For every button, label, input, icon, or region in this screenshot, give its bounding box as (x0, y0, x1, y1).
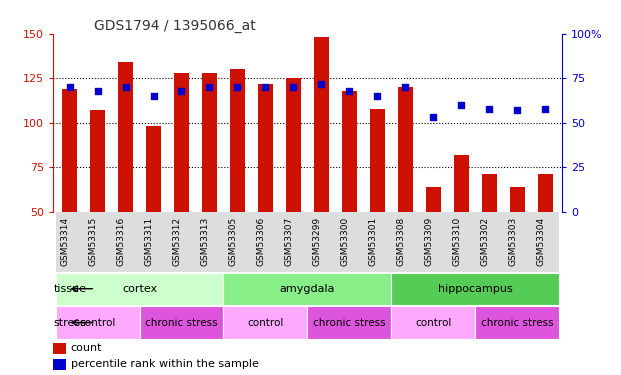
Text: GSM53304: GSM53304 (536, 217, 545, 266)
Bar (230, 69, 245, 212)
Text: GSM53316: GSM53316 (117, 217, 125, 266)
Text: stress: stress (53, 318, 86, 327)
Bar (174, 73, 189, 212)
Text: GSM53306: GSM53306 (256, 217, 265, 266)
Bar (53, 358, 66, 370)
Text: GSM53303: GSM53303 (508, 217, 517, 266)
Text: GSM53315: GSM53315 (89, 217, 97, 266)
FancyBboxPatch shape (56, 212, 559, 272)
Text: GSM53300: GSM53300 (340, 217, 350, 266)
Bar (56, 273, 224, 305)
Bar (307, 306, 391, 339)
Text: GSM53313: GSM53313 (201, 217, 209, 266)
Bar (453, 155, 469, 212)
Point (373, 93, 383, 99)
Bar (118, 62, 134, 212)
Bar (510, 187, 525, 212)
Point (540, 105, 550, 111)
Text: chronic stress: chronic stress (481, 318, 553, 327)
Point (484, 105, 494, 111)
Bar (425, 187, 441, 212)
Bar (90, 110, 105, 212)
Text: count: count (71, 343, 102, 353)
Bar (53, 343, 66, 354)
Text: cortex: cortex (122, 284, 157, 294)
Bar (369, 108, 385, 212)
Point (93, 88, 102, 94)
Text: GSM53314: GSM53314 (61, 217, 70, 266)
Text: GSM53309: GSM53309 (424, 217, 433, 266)
Point (204, 84, 214, 90)
Point (401, 84, 410, 90)
Bar (224, 306, 307, 339)
Point (260, 84, 270, 90)
Point (512, 107, 522, 113)
Bar (286, 78, 301, 212)
Point (345, 88, 355, 94)
Text: GSM53312: GSM53312 (173, 217, 181, 266)
Text: control: control (415, 318, 451, 327)
Text: GSM53311: GSM53311 (145, 217, 153, 266)
Text: chronic stress: chronic stress (145, 318, 218, 327)
Bar (391, 306, 475, 339)
Bar (140, 306, 224, 339)
Text: percentile rank within the sample: percentile rank within the sample (71, 359, 258, 369)
Bar (397, 87, 413, 212)
Point (317, 81, 327, 87)
Text: GSM53302: GSM53302 (480, 217, 489, 266)
Bar (258, 84, 273, 212)
Bar (56, 306, 140, 339)
Text: GSM53301: GSM53301 (368, 217, 378, 266)
Text: chronic stress: chronic stress (313, 318, 386, 327)
Text: control: control (247, 318, 284, 327)
Bar (202, 73, 217, 212)
Text: GSM53305: GSM53305 (229, 217, 237, 266)
Point (428, 114, 438, 120)
Bar (62, 89, 77, 212)
Point (456, 102, 466, 108)
Point (65, 84, 75, 90)
Bar (538, 174, 553, 212)
Bar (314, 37, 329, 212)
Bar (481, 174, 497, 212)
Point (176, 88, 186, 94)
Text: hippocampus: hippocampus (438, 284, 513, 294)
Text: GSM53299: GSM53299 (312, 217, 322, 266)
Point (288, 84, 298, 90)
Point (120, 84, 130, 90)
Bar (391, 273, 559, 305)
Bar (342, 91, 357, 212)
Text: amygdala: amygdala (279, 284, 335, 294)
Text: GSM53308: GSM53308 (396, 217, 406, 266)
Bar (224, 273, 391, 305)
Text: GSM53307: GSM53307 (284, 217, 293, 266)
Point (232, 84, 242, 90)
Text: tissue: tissue (53, 284, 86, 294)
Bar (475, 306, 559, 339)
Text: control: control (79, 318, 116, 327)
Text: GDS1794 / 1395066_at: GDS1794 / 1395066_at (94, 19, 255, 33)
Bar (146, 126, 161, 212)
Point (148, 93, 158, 99)
Text: GSM53310: GSM53310 (452, 217, 461, 266)
